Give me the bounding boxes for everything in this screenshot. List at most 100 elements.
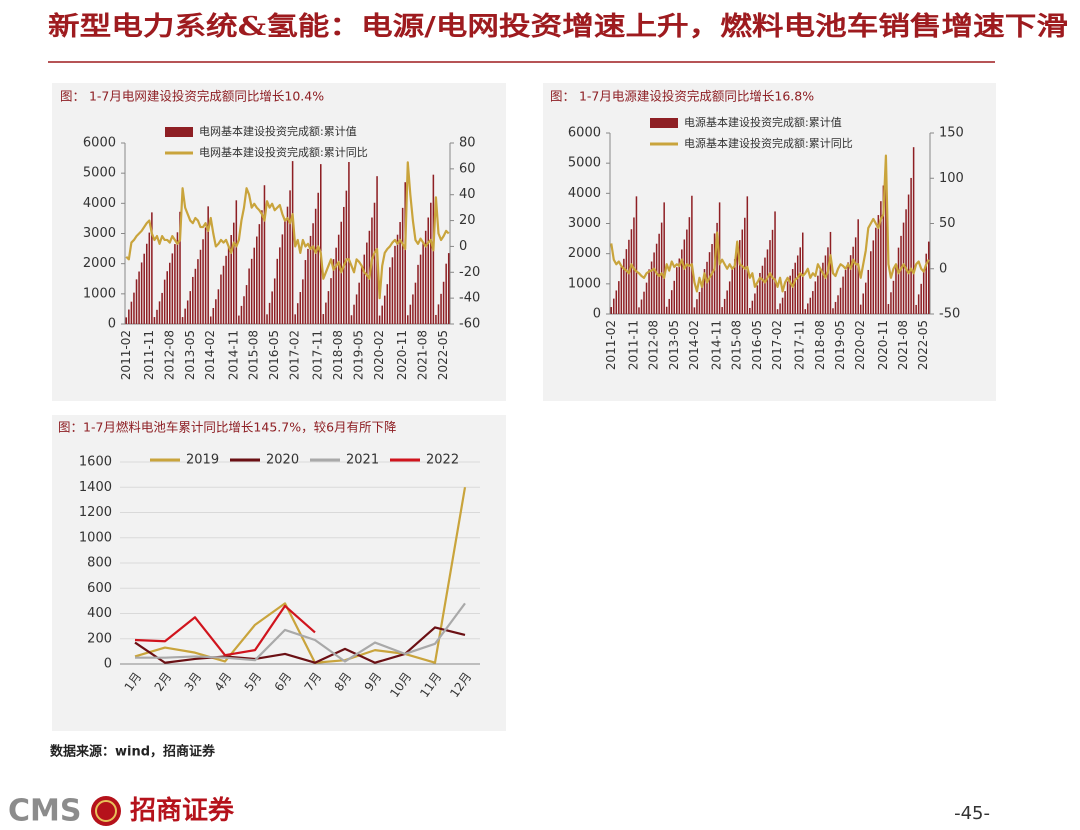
bar (746, 196, 749, 314)
bar (769, 240, 771, 314)
bar (663, 202, 665, 314)
bar (915, 304, 917, 314)
bar (327, 291, 330, 324)
bar (227, 246, 230, 324)
bar (802, 232, 804, 314)
bar (698, 291, 701, 314)
bar (401, 207, 404, 324)
bar (676, 267, 678, 314)
bar (829, 231, 832, 314)
bar (389, 267, 391, 324)
bar (834, 301, 837, 314)
x-tick-label: 2014-11 (710, 320, 724, 370)
x-tick-label: 2016-05 (267, 330, 281, 380)
bar (286, 206, 289, 324)
bar (620, 266, 623, 314)
bar (655, 243, 658, 314)
bar (332, 259, 335, 324)
y-tick-label: 2000 (83, 256, 116, 271)
y2-tick-label: 40 (459, 187, 476, 202)
bar (864, 282, 867, 314)
bar (437, 304, 440, 324)
bar (890, 292, 892, 314)
bar (842, 276, 844, 314)
bar (670, 290, 673, 314)
bar (623, 258, 625, 314)
brand-chinese: 招商证券 (130, 795, 235, 826)
bar (230, 235, 232, 324)
y-tick-label: 1600 (79, 455, 112, 470)
y-tick-label: 6000 (568, 126, 601, 141)
bar (355, 294, 358, 324)
x-tick-label: 2015-08 (247, 330, 261, 380)
bar (927, 241, 930, 314)
legend-label: 电网基本建设投资完成额:累计同比 (199, 145, 368, 159)
bar (789, 275, 791, 314)
bar (822, 262, 824, 314)
y2-tick-label: 60 (459, 161, 476, 176)
chart-title: 图： 1-7月电源建设投资完成额同比增长16.8% (550, 89, 814, 104)
bar (409, 304, 412, 324)
bar (897, 247, 900, 314)
bar (766, 249, 769, 314)
x-tick-label: 2012-08 (162, 330, 176, 380)
bar (212, 308, 215, 324)
bar (435, 314, 437, 324)
bar (302, 279, 304, 324)
bar (396, 234, 399, 324)
bar (130, 301, 133, 324)
bar (776, 309, 779, 314)
bar (708, 252, 711, 314)
bar (618, 281, 620, 314)
bar (696, 299, 698, 314)
bar (885, 155, 887, 314)
bar (430, 202, 432, 324)
bar (723, 298, 726, 314)
bar (135, 279, 138, 324)
y-tick-label: 5000 (568, 156, 601, 171)
x-tick-label: 2016-05 (750, 320, 764, 370)
bar (839, 287, 842, 314)
bar (330, 278, 332, 324)
y-tick-label: 1000 (568, 276, 601, 291)
x-tick-label: 2017-02 (770, 320, 784, 370)
bar (189, 291, 192, 324)
bar (317, 192, 319, 324)
x-tick-label: 2011-11 (626, 320, 640, 370)
x-tick-label: 2021-08 (896, 320, 910, 370)
y-tick-label: 200 (87, 631, 112, 646)
bar (892, 280, 895, 314)
x-tick-label: 2011-02 (119, 330, 133, 380)
bar (728, 281, 731, 314)
bar (635, 196, 638, 314)
y-tick-label: 0 (108, 317, 116, 332)
y-tick-label: 1000 (83, 286, 116, 301)
bar (905, 209, 907, 314)
legend-label: 2019 (186, 453, 219, 468)
x-tick-label: 2017-02 (288, 330, 302, 380)
x-tick-label: 2018-08 (813, 320, 827, 370)
y2-tick-label: -50 (939, 307, 960, 322)
y-tick-label: 1200 (79, 505, 112, 520)
bar (138, 271, 140, 324)
y2-tick-label: -20 (459, 265, 480, 280)
bar (741, 229, 744, 314)
bar (169, 262, 171, 324)
bar (875, 227, 877, 314)
bar (895, 267, 897, 314)
bar (447, 253, 450, 324)
bar (751, 300, 754, 314)
bar (161, 292, 163, 324)
bar (648, 269, 650, 314)
bar (847, 262, 849, 314)
bar (125, 317, 128, 324)
x-tick-label: 2014-02 (687, 320, 701, 370)
bar (204, 227, 207, 324)
bar (872, 240, 875, 314)
bar (232, 222, 235, 324)
bar (222, 265, 225, 324)
bar (650, 261, 653, 314)
bar (404, 182, 406, 324)
bar (744, 217, 746, 314)
legend-label: 电网基本建设投资完成额:累计值 (199, 124, 357, 138)
